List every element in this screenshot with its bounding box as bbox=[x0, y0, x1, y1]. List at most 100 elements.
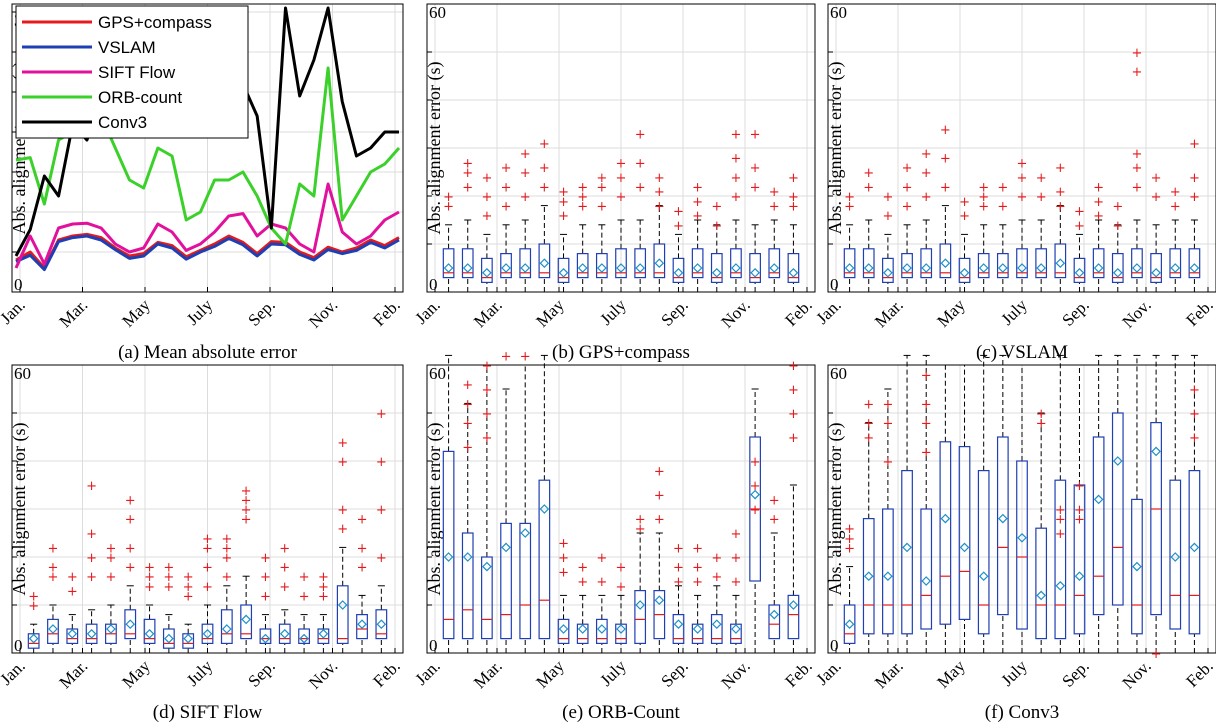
outlier-marker: + bbox=[1189, 431, 1200, 446]
outlier-marker: + bbox=[730, 527, 741, 542]
outlier-marker: + bbox=[337, 436, 348, 451]
outlier-marker: + bbox=[730, 575, 741, 590]
outlier-marker: + bbox=[539, 137, 550, 152]
box bbox=[240, 604, 253, 640]
box-group: ++ bbox=[595, 551, 608, 654]
box-group: +++ bbox=[920, 147, 933, 293]
outlier-marker: + bbox=[299, 570, 310, 585]
outlier-marker: + bbox=[48, 561, 59, 576]
box-group: ++++ bbox=[201, 532, 214, 654]
outlier-marker: + bbox=[318, 570, 329, 585]
box bbox=[278, 623, 291, 645]
panel-b: 0 60 Jan. Mar. May July Sep. Nov. Feb. Abs. align… bbox=[411, 3, 815, 363]
outlier-marker: + bbox=[221, 551, 232, 566]
box-group: ++ bbox=[882, 190, 894, 293]
box bbox=[442, 450, 455, 640]
outlier-marker: + bbox=[997, 200, 1008, 215]
box bbox=[939, 441, 952, 625]
mean-marker bbox=[844, 619, 855, 630]
outlier-marker: + bbox=[940, 180, 951, 195]
box-group: ++++ bbox=[336, 436, 349, 654]
mean-marker bbox=[863, 571, 874, 582]
mean-marker bbox=[577, 624, 588, 634]
outlier-marker: + bbox=[357, 561, 368, 576]
box-group: +++ bbox=[481, 171, 493, 293]
outlier-marker: + bbox=[750, 128, 761, 143]
mean-marker bbox=[1112, 267, 1123, 278]
panel-caption: (e) ORB-Count bbox=[562, 702, 680, 723]
outlier-marker: + bbox=[144, 580, 155, 595]
box-group: +++ bbox=[691, 541, 704, 654]
mean-marker bbox=[1112, 456, 1123, 466]
box-group: ++ bbox=[996, 180, 1009, 293]
box bbox=[1150, 422, 1162, 616]
mean-marker bbox=[443, 552, 454, 562]
mean-marker bbox=[959, 267, 970, 278]
y-axis-label: Abs. alignment error (s) bbox=[424, 62, 445, 235]
outlier-marker: + bbox=[163, 570, 174, 585]
outlier-marker: + bbox=[730, 152, 741, 167]
outlier-marker: + bbox=[462, 156, 473, 171]
outlier-marker: + bbox=[481, 209, 492, 224]
outlier-marker: + bbox=[501, 161, 512, 176]
box-group: ++++ bbox=[220, 532, 233, 654]
box bbox=[882, 508, 894, 635]
outlier-marker: + bbox=[596, 171, 607, 186]
box-group: ++ bbox=[576, 561, 589, 654]
box-group: +++ bbox=[259, 551, 272, 654]
legend: GPS+compass VSLAM SIFT Flow ORB-count Conv3 bbox=[15, 5, 249, 139]
mean-marker bbox=[940, 258, 951, 269]
outlier-marker: + bbox=[692, 195, 703, 210]
box bbox=[920, 248, 933, 279]
x-tick-label: May bbox=[532, 295, 568, 331]
outlier-marker: + bbox=[260, 589, 271, 604]
outlier-marker: + bbox=[144, 570, 155, 585]
x-tick-label: Mar. bbox=[470, 656, 506, 692]
outlier-marker: + bbox=[481, 407, 492, 422]
outlier-marker: + bbox=[202, 532, 213, 547]
outlier-marker: + bbox=[921, 166, 932, 181]
outlier-marker: + bbox=[788, 359, 799, 374]
box-group: ++++ bbox=[124, 493, 137, 654]
outlier-marker: + bbox=[520, 349, 531, 364]
mean-marker bbox=[635, 263, 646, 273]
outlier-marker: + bbox=[1055, 527, 1066, 542]
box-group: +++ bbox=[653, 171, 666, 293]
box bbox=[461, 532, 474, 640]
outlier-marker: + bbox=[558, 551, 569, 566]
outlier-marker: + bbox=[711, 551, 722, 566]
mean-marker bbox=[539, 258, 550, 269]
outlier-marker: + bbox=[318, 589, 329, 604]
mean-marker bbox=[731, 624, 741, 634]
mean-marker bbox=[443, 263, 454, 273]
box bbox=[672, 257, 685, 283]
box-group: +++ bbox=[47, 541, 59, 654]
y-tick-label: 60 bbox=[830, 3, 847, 22]
panel-c: 0 60 Jan. Mar. May July Sep. Nov. Feb. Abs. align… bbox=[812, 3, 1216, 363]
outlier-marker: + bbox=[1131, 180, 1142, 195]
mean-marker bbox=[1055, 580, 1066, 591]
panel-f: 0 60 Jan. Mar. May July Sep. Nov. Feb. Abs. align… bbox=[812, 354, 1216, 723]
outlier-marker: + bbox=[1151, 190, 1162, 205]
box bbox=[47, 618, 59, 645]
outlier-marker: + bbox=[750, 479, 761, 494]
outlier-marker: + bbox=[750, 161, 761, 176]
mean-marker bbox=[711, 267, 722, 278]
outlier-marker: + bbox=[654, 200, 665, 215]
outlier-marker: + bbox=[997, 180, 1008, 195]
outlier-marker: + bbox=[673, 575, 684, 590]
mean-marker bbox=[750, 267, 760, 278]
outlier-marker: + bbox=[558, 565, 569, 580]
outlier-marker: + bbox=[1074, 204, 1085, 219]
box-group: +++ bbox=[557, 185, 570, 293]
box bbox=[595, 618, 608, 645]
outlier-marker: + bbox=[902, 180, 913, 195]
outlier-marker: + bbox=[1093, 209, 1104, 224]
outlier-marker: + bbox=[692, 209, 703, 224]
box-group: ++ bbox=[710, 551, 723, 654]
mean-marker bbox=[1151, 267, 1161, 278]
y-axis-label: Abs. alignment error (s) bbox=[424, 423, 445, 596]
x-tick-label: Nov. bbox=[1118, 295, 1154, 331]
outlier-marker: + bbox=[882, 190, 893, 205]
box-group: ++++ bbox=[787, 359, 800, 654]
